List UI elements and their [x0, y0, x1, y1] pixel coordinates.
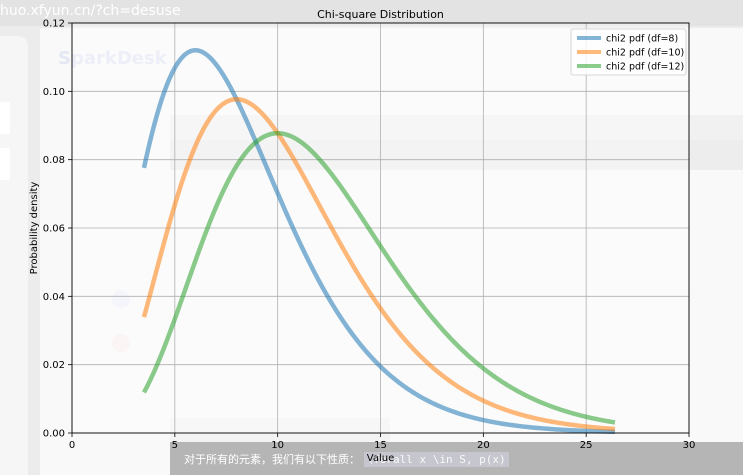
y-axis-label: Probability density — [29, 182, 40, 275]
y-tick-label: 0.10 — [43, 87, 65, 98]
x-tick-label: 5 — [172, 440, 178, 451]
series-line-df8 — [141, 48, 616, 435]
x-axis-label: Value — [367, 453, 394, 464]
legend-label: chi2 pdf (df=8) — [606, 34, 678, 45]
x-tick-label: 30 — [683, 440, 696, 451]
x-tick-label: 0 — [69, 440, 75, 451]
y-tick-label: 0.02 — [43, 360, 65, 371]
legend-label: chi2 pdf (df=10) — [606, 48, 684, 59]
x-tick-label: 10 — [271, 440, 284, 451]
y-tick-label: 0.12 — [43, 19, 65, 30]
y-tick-label: 0.04 — [43, 292, 65, 303]
x-tick-label: 15 — [374, 440, 387, 451]
x-tick-label: 20 — [477, 440, 490, 451]
series-group — [141, 48, 616, 435]
y-tick-label: 0.06 — [43, 224, 65, 235]
y-tick-label: 0.08 — [43, 155, 65, 166]
ticks: 0 5 10 15 20 25 30 0.00 0.02 0.04 0.06 0.08 0.10 0.12 — [43, 19, 696, 452]
series-line-df10 — [141, 97, 616, 432]
x-tick-label: 25 — [580, 440, 593, 451]
chart-title: Chi-square Distribution — [317, 8, 444, 21]
series-line-df12 — [141, 130, 616, 425]
legend: chi2 pdf (df=8) chi2 pdf (df=10) chi2 pdf … — [570, 28, 687, 76]
legend-label: chi2 pdf (df=12) — [606, 62, 684, 73]
legend-box — [570, 28, 687, 76]
y-tick-label: 0.00 — [43, 429, 65, 440]
